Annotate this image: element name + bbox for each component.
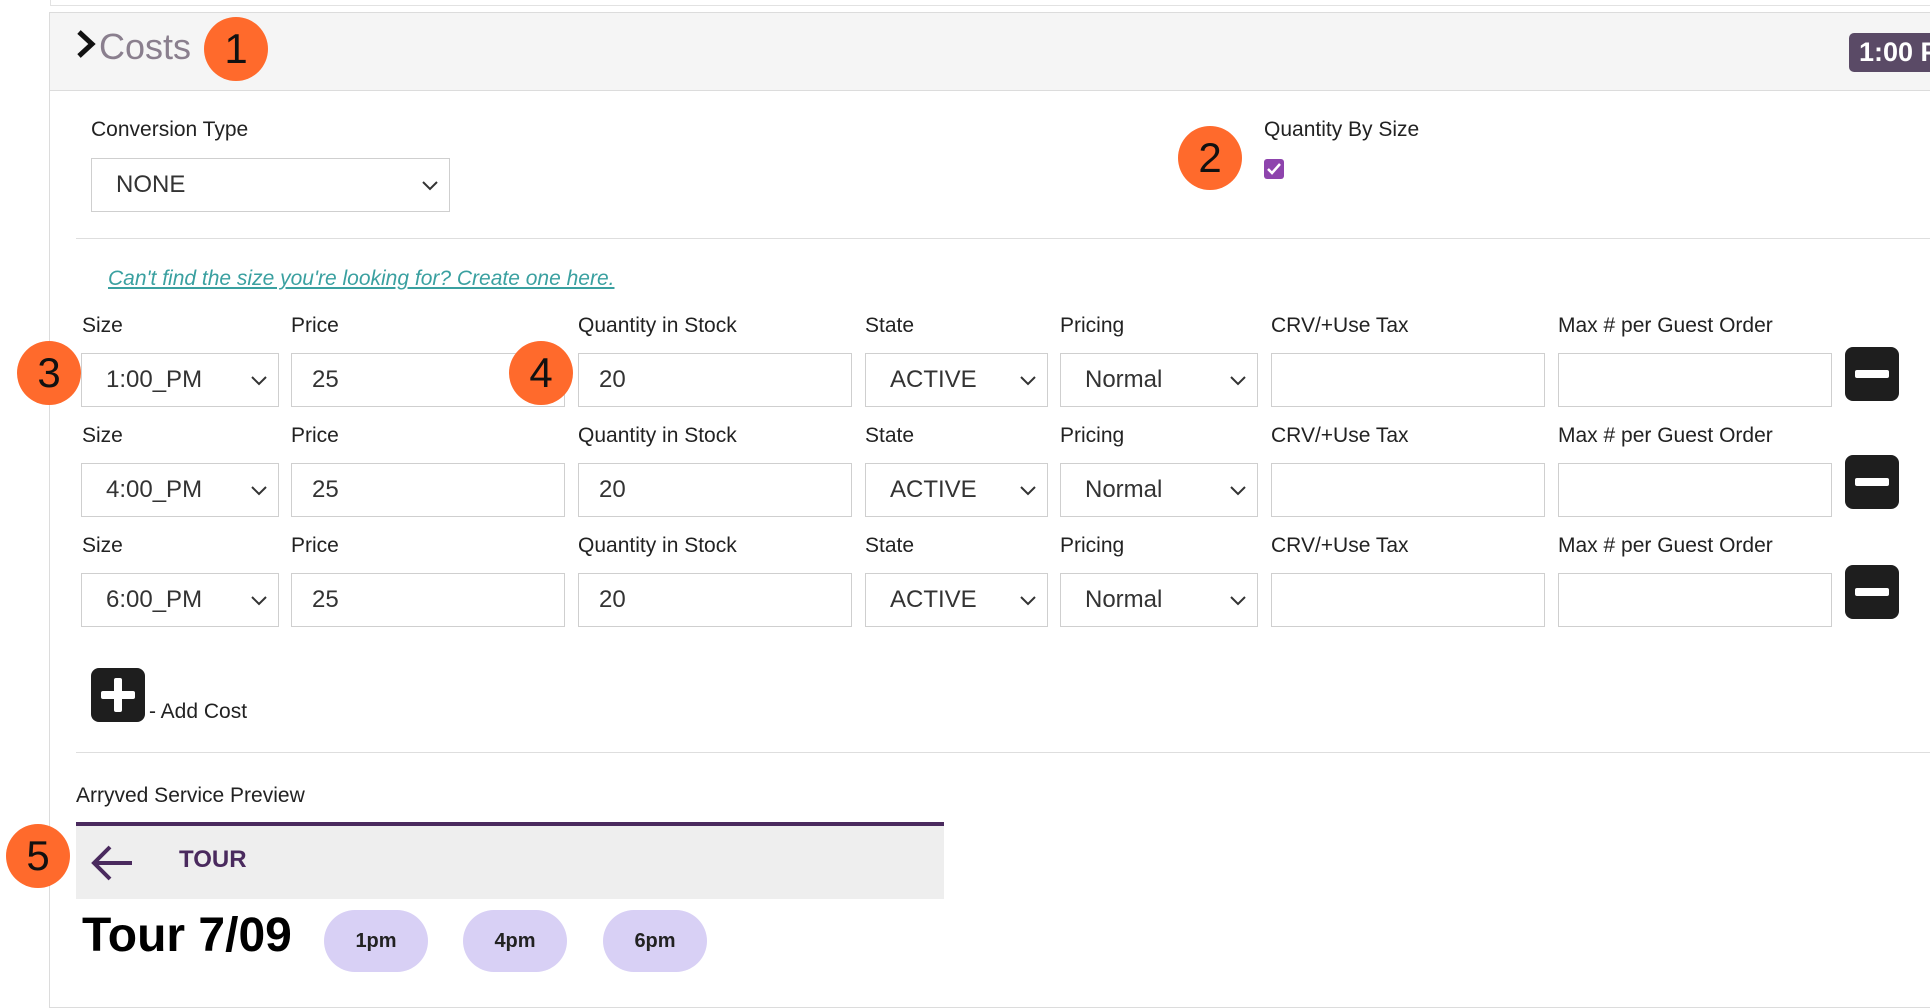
time-pill-1pm[interactable]: 1pm <box>324 910 428 972</box>
tour-heading: Tour 7/09 <box>82 909 292 962</box>
size-label: Size <box>82 534 123 557</box>
quantity-input[interactable]: 20 <box>578 463 852 517</box>
state-label: State <box>865 424 915 447</box>
pricing-select[interactable]: Normal <box>1060 353 1258 407</box>
state-label: State <box>865 314 915 337</box>
pricing-label: Pricing <box>1060 314 1125 337</box>
add-cost-button[interactable] <box>91 668 145 722</box>
state-label: State <box>865 534 915 557</box>
checkmark-icon <box>1267 163 1281 175</box>
costs-title[interactable]: Costs <box>99 26 192 67</box>
pricing-value: Normal <box>1085 586 1163 613</box>
size-label: Size <box>82 314 123 337</box>
max-per-order-input[interactable] <box>1558 463 1832 517</box>
annotation-marker-1: 1 <box>204 17 268 81</box>
size-value: 1:00_PM <box>106 366 203 393</box>
crv-tax-input[interactable] <box>1271 463 1545 517</box>
crv-tax-label: CRV/+Use Tax <box>1271 314 1409 337</box>
quantity-label: Quantity in Stock <box>578 424 737 447</box>
annotation-marker-5: 5 <box>6 824 70 888</box>
quantity-label: Quantity in Stock <box>578 534 737 557</box>
annotation-marker-4: 4 <box>509 341 573 405</box>
max-per-order-label: Max # per Guest Order <box>1558 314 1773 337</box>
conversion-type-value: NONE <box>116 171 186 198</box>
state-select[interactable]: ACTIVE <box>865 573 1048 627</box>
price-label: Price <box>291 314 339 337</box>
chevron-down-icon <box>251 486 267 496</box>
remove-cost-button[interactable] <box>1845 565 1899 619</box>
price-input[interactable]: 25 <box>291 463 565 517</box>
crv-tax-input[interactable] <box>1271 353 1545 407</box>
remove-cost-button[interactable] <box>1845 347 1899 401</box>
chevron-down-icon <box>1020 596 1036 606</box>
chevron-down-icon <box>1230 376 1246 386</box>
quantity-by-size-label: Quantity By Size <box>1264 118 1420 141</box>
chevron-right-icon[interactable] <box>74 28 98 60</box>
crv-tax-label: CRV/+Use Tax <box>1271 424 1409 447</box>
pricing-select[interactable]: Normal <box>1060 463 1258 517</box>
preview-accent-line <box>76 822 944 826</box>
annotation-marker-2: 2 <box>1178 126 1242 190</box>
chevron-down-icon <box>1230 486 1246 496</box>
quantity-input[interactable]: 20 <box>578 573 852 627</box>
chevron-down-icon <box>422 181 438 191</box>
max-per-order-label: Max # per Guest Order <box>1558 424 1773 447</box>
pricing-label: Pricing <box>1060 424 1125 447</box>
size-select[interactable]: 6:00_PM <box>81 573 279 627</box>
pricing-value: Normal <box>1085 366 1163 393</box>
divider-bottom <box>76 752 1930 753</box>
minus-icon <box>1855 588 1889 596</box>
max-per-order-label: Max # per Guest Order <box>1558 534 1773 557</box>
conversion-type-label: Conversion Type <box>91 118 249 141</box>
price-label: Price <box>291 534 339 557</box>
state-value: ACTIVE <box>890 476 977 503</box>
max-per-order-input[interactable] <box>1558 353 1832 407</box>
costs-header[interactable] <box>50 13 1930 91</box>
chevron-down-icon <box>251 376 267 386</box>
pricing-value: Normal <box>1085 476 1163 503</box>
price-input[interactable]: 25 <box>291 573 565 627</box>
quantity-by-size-checkbox[interactable] <box>1264 159 1284 179</box>
size-label: Size <box>82 424 123 447</box>
price-label: Price <box>291 424 339 447</box>
size-select[interactable]: 4:00_PM <box>81 463 279 517</box>
previous-panel-edge <box>50 0 1930 6</box>
pricing-select[interactable]: Normal <box>1060 573 1258 627</box>
time-badge: 1:00 P <box>1849 33 1930 72</box>
add-cost-label: - Add Cost <box>149 700 248 723</box>
crv-tax-label: CRV/+Use Tax <box>1271 534 1409 557</box>
arrow-left-icon[interactable] <box>88 842 136 884</box>
conversion-type-select[interactable]: NONE <box>91 158 450 212</box>
chevron-down-icon <box>1230 596 1246 606</box>
quantity-label: Quantity in Stock <box>578 314 737 337</box>
chevron-down-icon <box>1020 376 1036 386</box>
create-size-link[interactable]: Can't find the size you're looking for? … <box>108 267 615 290</box>
preview-title: TOUR <box>179 846 247 873</box>
state-value: ACTIVE <box>890 366 977 393</box>
max-per-order-input[interactable] <box>1558 573 1832 627</box>
quantity-input[interactable]: 20 <box>578 353 852 407</box>
minus-icon <box>1855 370 1889 378</box>
state-select[interactable]: ACTIVE <box>865 353 1048 407</box>
size-select[interactable]: 1:00_PM <box>81 353 279 407</box>
time-pill-6pm[interactable]: 6pm <box>603 910 707 972</box>
annotation-marker-3: 3 <box>17 341 81 405</box>
time-pill-4pm[interactable]: 4pm <box>463 910 567 972</box>
divider-top <box>76 238 1930 239</box>
crv-tax-input[interactable] <box>1271 573 1545 627</box>
size-value: 6:00_PM <box>106 586 203 613</box>
size-value: 4:00_PM <box>106 476 203 503</box>
state-select[interactable]: ACTIVE <box>865 463 1048 517</box>
service-preview-label: Arryved Service Preview <box>76 784 305 807</box>
pricing-label: Pricing <box>1060 534 1125 557</box>
minus-icon <box>1855 478 1889 486</box>
remove-cost-button[interactable] <box>1845 455 1899 509</box>
state-value: ACTIVE <box>890 586 977 613</box>
chevron-down-icon <box>1020 486 1036 496</box>
chevron-down-icon <box>251 596 267 606</box>
preview-header-bar <box>76 826 944 899</box>
